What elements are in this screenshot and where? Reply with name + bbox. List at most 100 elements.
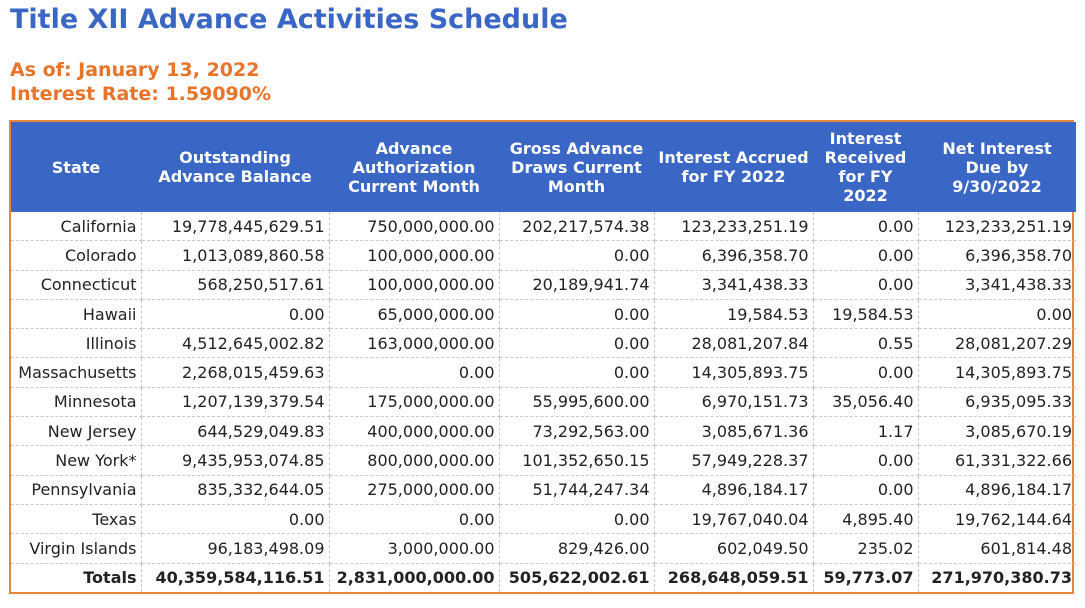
totals-cell: 271,970,380.73: [931, 568, 1072, 588]
value-cell: 750,000,000.00: [329, 212, 500, 242]
value-cell: 0.00: [141, 299, 330, 330]
advance-schedule-table-container: State Outstanding Advance Balance Advance …: [9, 120, 1076, 594]
value-cell: 4,896,184.17: [654, 475, 814, 505]
state-cell: Texas: [11, 504, 142, 535]
value-cell: 19,762,144.64: [918, 504, 1076, 535]
table-header: State Outstanding Advance Balance Advance …: [11, 122, 1076, 212]
value-cell: 3,085,671.36: [654, 416, 814, 447]
value-cell: 835,332,644.05: [141, 475, 330, 505]
value-cell: 28,081,207.84: [654, 328, 814, 359]
table-row: Illinois 4,512,645,002.82 163,000,000.00 0.…: [11, 328, 1076, 359]
state-cell: California: [11, 212, 142, 242]
value-cell: 19,584.53: [654, 299, 814, 330]
state-cell: Massachusetts: [11, 357, 142, 388]
totals-row: Totals 40,359,584,116.51 2,831,000,000.00 5…: [11, 563, 1076, 592]
value-cell: 0.00: [329, 357, 500, 388]
value-cell: 4,512,645,002.82: [141, 328, 330, 359]
totals-cell: 268,648,059.51: [654, 563, 814, 592]
table-row: Hawaii 0.00 65,000,000.00 0.00 19,584.53 19,5…: [11, 299, 1076, 330]
state-cell: Minnesota: [11, 387, 142, 418]
value-cell: 568,250,517.61: [141, 270, 330, 300]
value-cell: 644,529,049.83: [141, 416, 330, 447]
value-cell: 14,305,893.75: [654, 357, 814, 388]
value-cell: 3,000,000.00: [329, 533, 500, 564]
value-cell: 0.00: [813, 445, 919, 476]
value-cell: 0.00: [329, 504, 500, 535]
value-cell: 100,000,000.00: [329, 270, 500, 300]
table-row: Minnesota 1,207,139,379.54 175,000,000.00 5…: [11, 387, 1076, 418]
value-cell: 0.00: [813, 270, 919, 300]
value-cell: 96,183,498.09: [141, 533, 330, 564]
value-cell: 3,085,670.19: [918, 416, 1076, 447]
value-cell: 61,331,322.66: [918, 445, 1076, 476]
value-cell: 4,896,184.17: [918, 475, 1076, 505]
value-cell: 601,814.48: [918, 533, 1076, 564]
value-cell: 0.00: [499, 504, 655, 535]
value-cell: 235.02: [813, 533, 919, 564]
column-header: Net Interest Due by 9/30/2022: [918, 122, 1076, 212]
header-row: State Outstanding Advance Balance Advance …: [11, 122, 1076, 212]
value-cell: 4,895.40: [813, 504, 919, 535]
table-row: California 19,778,445,629.51 750,000,000.0…: [11, 212, 1076, 242]
table-row: Massachusetts 2,268,015,459.63 0.00 0.00 14,…: [11, 357, 1076, 388]
value-cell: 9,435,953,074.85: [141, 445, 330, 476]
table-row: Virgin Islands 96,183,498.09 3,000,000.00 8…: [11, 533, 1076, 564]
table-row: New Jersey 644,529,049.83 400,000,000.00 73…: [11, 416, 1076, 447]
column-header: Interest Accrued for FY 2022: [654, 122, 813, 212]
value-cell: 0.00: [813, 240, 919, 271]
value-cell: 0.00: [141, 504, 330, 535]
value-cell: 57,949,228.37: [654, 445, 814, 476]
value-cell: 73,292,563.00: [499, 416, 655, 447]
column-header: Advance Authorization Current Month: [329, 122, 499, 212]
value-cell: 602,049.50: [654, 533, 814, 564]
value-cell: 6,396,358.70: [918, 240, 1076, 271]
state-cell: Illinois: [11, 328, 142, 359]
table-row: Colorado 1,013,089,860.58 100,000,000.00 0.…: [11, 240, 1076, 271]
state-cell: Virgin Islands: [11, 533, 142, 564]
table-row: Texas 0.00 0.00 0.00 19,767,040.04 4,895.40 19…: [11, 504, 1076, 535]
totals-cell: 2,831,000,000.00: [329, 563, 500, 592]
value-cell: 0.00: [499, 240, 655, 271]
value-cell: 123,233,251.19: [654, 212, 814, 242]
value-cell: 800,000,000.00: [329, 445, 500, 476]
value-cell: 0.55: [813, 328, 919, 359]
state-cell: Hawaii: [11, 299, 142, 330]
value-cell: 65,000,000.00: [329, 299, 500, 330]
value-cell: 175,000,000.00: [329, 387, 500, 418]
column-header: Outstanding Advance Balance: [141, 122, 329, 212]
value-cell: 6,396,358.70: [654, 240, 814, 271]
value-cell: 0.00: [813, 475, 919, 505]
interest-rate: Interest Rate: 1.59090%: [10, 83, 272, 105]
column-header: Interest Received for FY 2022: [813, 122, 918, 212]
state-cell: Pennsylvania: [11, 475, 142, 505]
value-cell: 0.00: [499, 328, 655, 359]
value-cell: 0.00: [813, 357, 919, 388]
state-cell: Connecticut: [11, 270, 142, 300]
column-header: State: [11, 122, 141, 212]
value-cell: 0.00: [499, 357, 655, 388]
value-cell: 275,000,000.00: [329, 475, 500, 505]
state-cell: New York*: [11, 445, 142, 476]
value-cell: 0.00: [813, 212, 919, 242]
value-cell: 55,995,600.00: [499, 387, 655, 418]
value-cell: 35,056.40: [813, 387, 919, 418]
value-cell: 6,970,151.73: [654, 387, 814, 418]
value-cell: 20,189,941.74: [499, 270, 655, 300]
value-cell: 3,341,438.33: [918, 270, 1076, 300]
table-row: New York* 9,435,953,074.85 800,000,000.00 1…: [11, 445, 1076, 476]
value-cell: 829,426.00: [499, 533, 655, 564]
value-cell: 19,778,445,629.51: [141, 212, 330, 242]
totals-cell: 40,359,584,116.51: [141, 563, 330, 592]
value-cell: 2,268,015,459.63: [141, 357, 330, 388]
table-row: Pennsylvania 835,332,644.05 275,000,000.00…: [11, 475, 1076, 505]
value-cell: 0.00: [918, 299, 1076, 330]
value-cell: 123,233,251.19: [918, 212, 1076, 242]
value-cell: 1,013,089,860.58: [141, 240, 330, 271]
totals-label: Totals: [11, 563, 142, 592]
value-cell: 51,744,247.34: [499, 475, 655, 505]
table-row: Connecticut 568,250,517.61 100,000,000.00 2…: [11, 270, 1076, 300]
value-cell: 6,935,095.33: [918, 387, 1076, 418]
as-of-date: As of: January 13, 2022: [10, 59, 260, 81]
value-cell: 1,207,139,379.54: [141, 387, 330, 418]
value-cell: 19,584.53: [813, 299, 919, 330]
